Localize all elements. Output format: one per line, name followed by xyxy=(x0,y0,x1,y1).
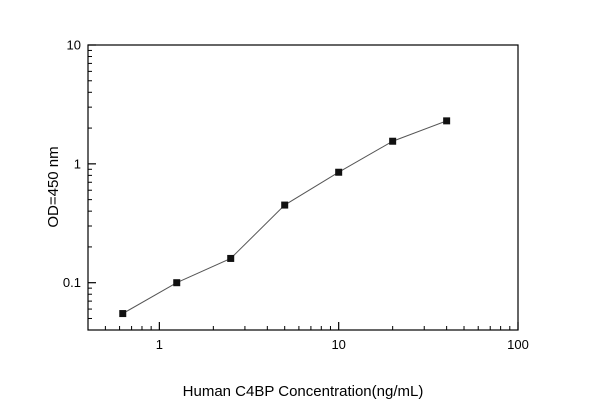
x-tick-label: 100 xyxy=(507,337,529,352)
data-series xyxy=(119,117,451,318)
x-tick-label: 10 xyxy=(331,337,345,352)
y-tick-label: 0.1 xyxy=(63,275,81,290)
y-tick-label: 10 xyxy=(67,38,81,53)
x-axis-label: Human C4BP Concentration(ng/mL) xyxy=(183,383,424,400)
axis-tick-labels: 1 10 100 0.1 1 10 xyxy=(63,38,529,353)
data-point-marker xyxy=(335,168,343,176)
data-point-marker xyxy=(389,137,397,145)
data-point-marker xyxy=(173,279,181,287)
x-tick-label: 1 xyxy=(156,337,163,352)
data-point-marker xyxy=(227,254,235,262)
axis-ticks xyxy=(88,44,519,330)
data-point-marker xyxy=(281,201,289,209)
y-axis-label: OD=450 nm xyxy=(45,146,62,227)
plot-frame xyxy=(87,44,519,331)
data-point-marker xyxy=(119,310,127,318)
y-tick-label: 1 xyxy=(74,156,81,171)
data-point-marker xyxy=(443,117,451,125)
